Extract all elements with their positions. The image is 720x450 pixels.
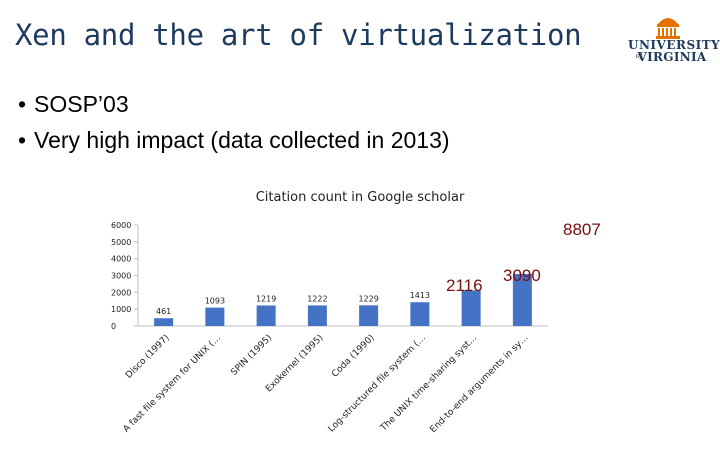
bar-data-label: 1093 xyxy=(205,297,225,306)
bullet-text: Very high impact (data collected in 2013… xyxy=(34,127,450,153)
logo-text-virginia: VIRGINIA xyxy=(637,50,707,64)
slide-title: Xen and the art of virtualization xyxy=(15,18,582,52)
logo-text-university: UNIVERSITY xyxy=(628,38,720,52)
bar xyxy=(512,273,532,326)
bar xyxy=(256,305,276,326)
bullet-text: SOSP’03 xyxy=(34,91,129,117)
y-tick-label: 4000 xyxy=(111,255,131,264)
callout-8807: 8807 xyxy=(563,220,601,239)
rotunda-icon xyxy=(656,18,680,39)
y-tick-label: 5000 xyxy=(111,238,131,247)
chart-title: Citation count in Google scholar xyxy=(255,190,465,205)
bullet-item: • Very high impact (data collected in 201… xyxy=(18,122,450,158)
callout-3090: 3090 xyxy=(503,266,541,285)
x-tick-label: Disco (1997) xyxy=(124,333,172,381)
y-tick-label: 6000 xyxy=(111,221,131,230)
bar xyxy=(461,290,481,326)
bullet-dot: • xyxy=(18,127,27,153)
bar-data-label: 461 xyxy=(156,307,171,316)
y-tick-label: 1000 xyxy=(111,305,131,314)
x-tick-label: SPIN (1995) xyxy=(229,333,274,378)
callout-2116: 2116 xyxy=(446,276,483,295)
x-tick-label: The UNIX time-sharing syst… xyxy=(378,333,479,434)
bullet-list: • SOSP’03 • Very high impact (data collect… xyxy=(18,86,450,158)
bar xyxy=(307,305,327,326)
logo-text-of: of xyxy=(635,52,643,60)
bullet-item: • SOSP’03 xyxy=(18,86,450,122)
bar-data-label: 1222 xyxy=(307,294,327,303)
bar-data-label: 1229 xyxy=(358,294,378,303)
university-logo: UNIVERSITY of VIRGINIA xyxy=(628,10,720,70)
x-tick-label: Exokernel (1995) xyxy=(264,333,325,394)
bar xyxy=(359,305,379,326)
x-tick-label: Log-structured file system (… xyxy=(327,333,428,434)
x-tick-label: Coda (1990) xyxy=(330,333,377,380)
bar xyxy=(205,307,225,326)
bullet-dot: • xyxy=(18,91,27,117)
x-tick-label: A fast file system for UNIX (… xyxy=(122,333,223,434)
bar xyxy=(410,302,430,326)
x-tick-label: End-to-end arguments in sy… xyxy=(428,333,530,435)
bar-data-label: 1413 xyxy=(410,291,430,300)
y-tick-label: 3000 xyxy=(111,272,131,281)
y-tick-label: 2000 xyxy=(111,288,131,297)
y-tick-label: 0 xyxy=(111,322,116,331)
bar-data-label: 1219 xyxy=(256,294,276,303)
bar xyxy=(154,318,174,326)
